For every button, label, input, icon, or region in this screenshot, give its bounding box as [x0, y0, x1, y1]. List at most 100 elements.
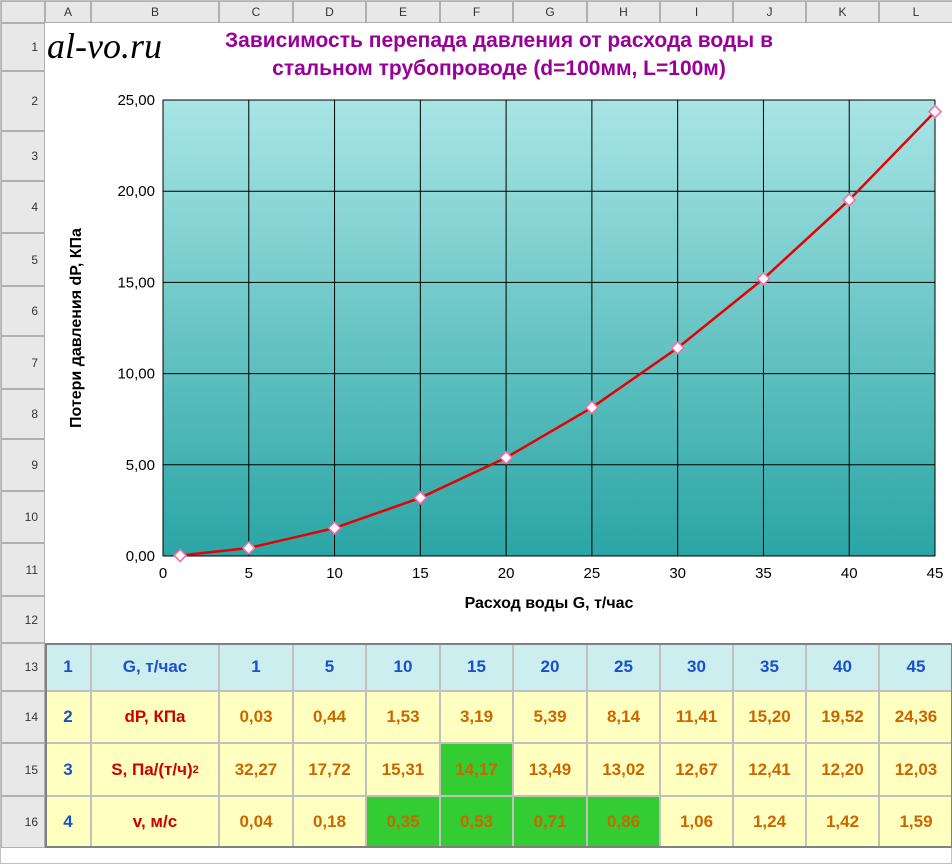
dP-0[interactable]: 0,03 — [219, 691, 293, 743]
svg-text:40: 40 — [841, 565, 858, 582]
idx-1[interactable]: 1 — [45, 643, 91, 691]
S-9[interactable]: 12,03 — [879, 743, 952, 796]
svg-text:15,00: 15,00 — [117, 274, 155, 291]
row-header-9[interactable]: 9 — [1, 439, 45, 491]
label-S[interactable]: S, Па/(т/ч)2 — [91, 743, 219, 796]
row-header-7[interactable]: 7 — [1, 336, 45, 389]
y-axis-label: Потери давления dP, КПа — [68, 228, 85, 428]
sheet-corner — [1, 1, 45, 23]
svg-text:0,00: 0,00 — [126, 548, 155, 565]
row-header-12[interactable]: 12 — [1, 596, 45, 643]
v-2[interactable]: 0,35 — [366, 796, 440, 848]
chart-svg: 0 5 10 15 20 25 30 35 40 45 0,00 5,00 10,00 15,00 20,0… — [45, 88, 952, 638]
idx-3[interactable]: 3 — [45, 743, 91, 796]
v-8[interactable]: 1,42 — [806, 796, 879, 848]
col-header-L[interactable]: L — [879, 1, 952, 23]
col-header-F[interactable]: F — [440, 1, 513, 23]
row-header-11[interactable]: 11 — [1, 543, 45, 596]
svg-text:35: 35 — [755, 565, 772, 582]
svg-text:5,00: 5,00 — [126, 456, 155, 473]
S-3[interactable]: 14,17 — [440, 743, 513, 796]
dP-8[interactable]: 19,52 — [806, 691, 879, 743]
col-header-I[interactable]: I — [660, 1, 733, 23]
dP-7[interactable]: 15,20 — [733, 691, 806, 743]
row-header-14[interactable]: 14 — [1, 691, 45, 743]
S-7[interactable]: 12,41 — [733, 743, 806, 796]
G-4[interactable]: 20 — [513, 643, 587, 691]
S-5[interactable]: 13,02 — [587, 743, 660, 796]
row-header-15[interactable]: 15 — [1, 743, 45, 796]
row-header-3[interactable]: 3 — [1, 131, 45, 181]
row-header-8[interactable]: 8 — [1, 389, 45, 439]
col-header-A[interactable]: A — [45, 1, 91, 23]
v-6[interactable]: 1,06 — [660, 796, 733, 848]
svg-text:25: 25 — [584, 565, 601, 582]
row-header-16[interactable]: 16 — [1, 796, 45, 848]
chart-title-line2: стальном трубопроводе (d=100мм, L=100м) — [75, 55, 923, 83]
col-header-C[interactable]: C — [219, 1, 293, 23]
dP-4[interactable]: 5,39 — [513, 691, 587, 743]
v-0[interactable]: 0,04 — [219, 796, 293, 848]
dP-9[interactable]: 24,36 — [879, 691, 952, 743]
svg-text:10,00: 10,00 — [117, 365, 155, 382]
row-header-13[interactable]: 13 — [1, 643, 45, 691]
chart-title: Зависимость перепада давления от расхода… — [45, 23, 952, 88]
S-2[interactable]: 15,31 — [366, 743, 440, 796]
col-header-H[interactable]: H — [587, 1, 660, 23]
v-1[interactable]: 0,18 — [293, 796, 366, 848]
svg-text:5: 5 — [245, 565, 253, 582]
idx-2[interactable]: 2 — [45, 691, 91, 743]
spreadsheet-sheet: ABCDEFGHIJKL12345678910111213141516Завис… — [0, 0, 952, 864]
svg-text:20,00: 20,00 — [117, 183, 155, 200]
v-3[interactable]: 0,53 — [440, 796, 513, 848]
dP-3[interactable]: 3,19 — [440, 691, 513, 743]
col-header-B[interactable]: B — [91, 1, 219, 23]
G-2[interactable]: 10 — [366, 643, 440, 691]
col-header-J[interactable]: J — [733, 1, 806, 23]
v-7[interactable]: 1,24 — [733, 796, 806, 848]
svg-text:15: 15 — [412, 565, 429, 582]
svg-text:45: 45 — [927, 565, 944, 582]
G-1[interactable]: 5 — [293, 643, 366, 691]
S-0[interactable]: 32,27 — [219, 743, 293, 796]
G-5[interactable]: 25 — [587, 643, 660, 691]
chart-container: Зависимость перепада давления от расхода… — [45, 23, 952, 643]
dP-6[interactable]: 11,41 — [660, 691, 733, 743]
row-header-10[interactable]: 10 — [1, 491, 45, 543]
svg-text:0: 0 — [159, 565, 167, 582]
S-6[interactable]: 12,67 — [660, 743, 733, 796]
G-7[interactable]: 35 — [733, 643, 806, 691]
col-header-K[interactable]: K — [806, 1, 879, 23]
dP-1[interactable]: 0,44 — [293, 691, 366, 743]
svg-text:10: 10 — [326, 565, 343, 582]
col-header-D[interactable]: D — [293, 1, 366, 23]
dP-2[interactable]: 1,53 — [366, 691, 440, 743]
G-6[interactable]: 30 — [660, 643, 733, 691]
row-header-4[interactable]: 4 — [1, 181, 45, 233]
row-header-5[interactable]: 5 — [1, 233, 45, 286]
svg-text:25,00: 25,00 — [117, 92, 155, 109]
G-0[interactable]: 1 — [219, 643, 293, 691]
S-1[interactable]: 17,72 — [293, 743, 366, 796]
row-header-2[interactable]: 2 — [1, 71, 45, 131]
row-header-1[interactable]: 1 — [1, 23, 45, 71]
chart-title-line1: Зависимость перепада давления от расхода… — [75, 27, 923, 55]
label-dP[interactable]: dP, КПа — [91, 691, 219, 743]
S-8[interactable]: 12,20 — [806, 743, 879, 796]
idx-4[interactable]: 4 — [45, 796, 91, 848]
v-4[interactable]: 0,71 — [513, 796, 587, 848]
G-8[interactable]: 40 — [806, 643, 879, 691]
G-3[interactable]: 15 — [440, 643, 513, 691]
S-4[interactable]: 13,49 — [513, 743, 587, 796]
v-9[interactable]: 1,59 — [879, 796, 952, 848]
col-header-E[interactable]: E — [366, 1, 440, 23]
v-5[interactable]: 0,86 — [587, 796, 660, 848]
row-header-6[interactable]: 6 — [1, 286, 45, 336]
svg-text:20: 20 — [498, 565, 515, 582]
dP-5[interactable]: 8,14 — [587, 691, 660, 743]
svg-text:30: 30 — [669, 565, 686, 582]
col-header-G[interactable]: G — [513, 1, 587, 23]
G-9[interactable]: 45 — [879, 643, 952, 691]
label-G[interactable]: G, т/час — [91, 643, 219, 691]
label-v[interactable]: v, м/с — [91, 796, 219, 848]
